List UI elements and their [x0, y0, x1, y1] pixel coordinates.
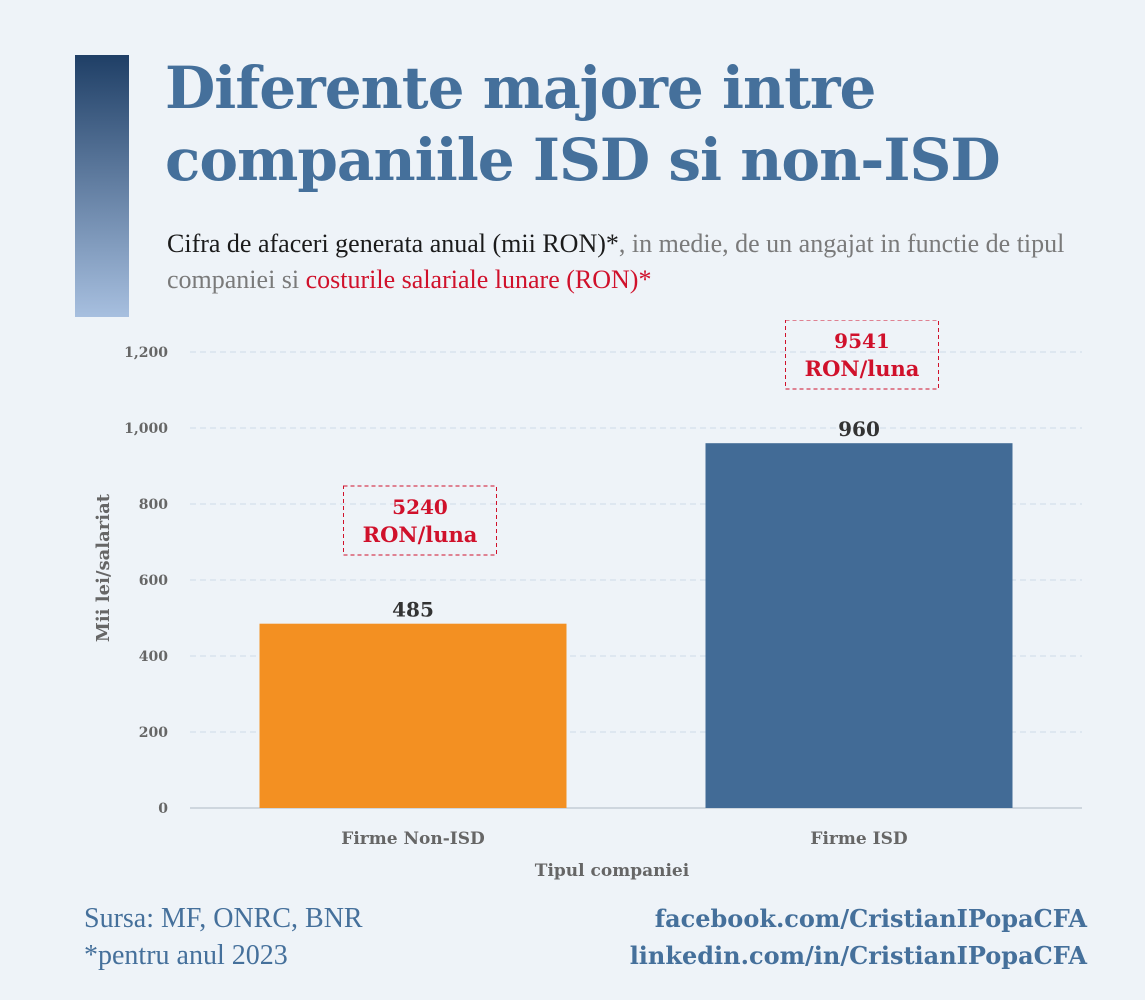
y-tick-label: 1,000: [124, 421, 168, 437]
title-line-2: companiile ISD si non-ISD: [165, 126, 1001, 194]
annotation-box: 5240 RON/luna: [343, 485, 497, 556]
page-title: Diferente majore intre companiile ISD si…: [165, 52, 1125, 196]
subtitle-red: costurile salariale lunare (RON)*: [305, 265, 652, 294]
subtitle-mid: , in medie, de un angajat in functie de …: [167, 229, 1065, 294]
x-tick-label: Firme Non-ISD: [341, 829, 485, 849]
data-label: 485: [392, 598, 434, 622]
note-text: *pentru anul 2023: [84, 940, 288, 971]
x-tick-label: Firme ISD: [810, 829, 907, 849]
bar-chart: 0 200 400 600 800 1,000 1,200 485 Firme Non-ISD 9…: [93, 320, 1082, 880]
bar: [259, 623, 567, 808]
bar: [705, 443, 1013, 808]
title-line-1: Diferente majore intre: [165, 54, 876, 122]
linkedin-link[interactable]: linkedin.com/in/CristianIPopaCFA: [629, 941, 1087, 970]
subtitle: Cifra de afaceri generata anual (mii RON…: [167, 226, 1117, 298]
x-axis-title: Tipul companiei: [535, 861, 690, 880]
footer-links: facebook.com/CristianIPopaCFA linkedin.c…: [630, 900, 1087, 974]
y-tick-label: 0: [158, 801, 168, 817]
annotation-box: 9541 RON/luna: [785, 320, 939, 390]
y-tick-label: 800: [139, 497, 168, 513]
annotation-text: RON/luna: [805, 356, 920, 381]
y-tick-label: 400: [139, 649, 168, 665]
y-tick-label: 1,200: [124, 345, 168, 361]
facebook-link[interactable]: facebook.com/CristianIPopaCFA: [654, 904, 1087, 933]
footer-source: Sursa: MF, ONRC, BNR *pentru anul 2023: [84, 900, 363, 974]
y-axis-title: Mii lei/salariat: [93, 493, 114, 642]
annotation-border: [343, 485, 497, 556]
source-text: Sursa: MF, ONRC, BNR: [84, 903, 363, 934]
annotation-border: [785, 320, 939, 390]
accent-bar: [75, 55, 129, 317]
subtitle-dark: Cifra de afaceri generata anual (mii RON…: [167, 229, 619, 258]
annotation-text: RON/luna: [363, 522, 478, 547]
annotation-text: 9541: [834, 329, 890, 353]
data-label: 960: [838, 417, 880, 441]
annotation-text: 5240: [392, 495, 448, 519]
y-tick-label: 200: [139, 725, 168, 741]
y-tick-label: 600: [139, 573, 168, 589]
